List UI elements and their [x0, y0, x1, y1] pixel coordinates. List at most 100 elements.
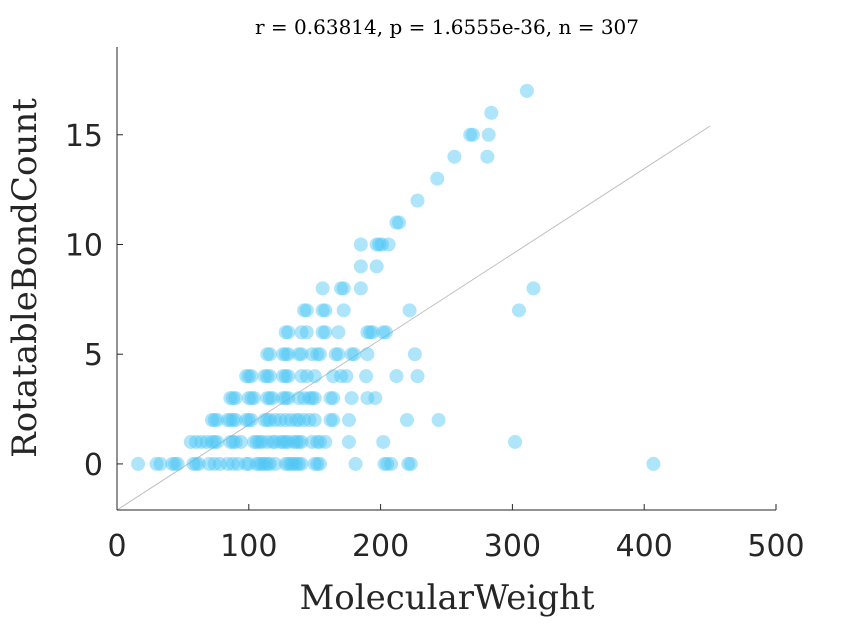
scatter-point — [276, 391, 291, 406]
scatter-point — [202, 456, 217, 471]
scatter-point — [318, 434, 333, 449]
scatter-point — [244, 369, 259, 384]
scatter-point — [310, 347, 325, 362]
x-tick-label: 200 — [352, 529, 409, 564]
scatter-point — [291, 347, 306, 362]
scatter-point — [239, 369, 254, 384]
scatter-point — [281, 391, 296, 406]
scatter-point — [149, 456, 164, 471]
scatter-point — [302, 413, 317, 428]
scatter-point — [407, 347, 422, 362]
scatter-point — [194, 434, 209, 449]
scatter-point — [165, 456, 180, 471]
scatter-point — [223, 391, 238, 406]
scatter-point — [331, 347, 346, 362]
scatter-point — [323, 391, 338, 406]
scatter-point — [299, 303, 314, 318]
scatter-point — [511, 303, 526, 318]
scatter-point — [315, 303, 330, 318]
x-axis-label: MolecularWeight — [299, 578, 594, 618]
scatter-point — [307, 369, 322, 384]
scatter-point — [401, 456, 416, 471]
scatter-point — [244, 391, 259, 406]
scatter-point — [283, 456, 298, 471]
scatter-point — [302, 391, 317, 406]
scatter-point — [369, 259, 384, 274]
y-tick-label: 10 — [65, 228, 103, 263]
scatter-point — [481, 127, 496, 142]
scatter-point — [286, 434, 301, 449]
scatter-point — [254, 434, 269, 449]
scatter-point — [257, 456, 272, 471]
scatter-point — [430, 171, 445, 186]
scatter-point — [289, 413, 304, 428]
scatter-point — [377, 456, 392, 471]
scatter-point — [341, 434, 356, 449]
scatter-point — [204, 413, 219, 428]
scatter-point — [286, 456, 301, 471]
scatter-point — [403, 456, 418, 471]
scatter-point — [260, 391, 275, 406]
scatter-point — [241, 413, 256, 428]
scatter-point — [278, 347, 293, 362]
scatter-point — [239, 456, 254, 471]
scatter-point — [305, 347, 320, 362]
scatter-point — [241, 391, 256, 406]
scatter-point — [310, 456, 325, 471]
scatter-point — [210, 413, 225, 428]
scatter-point — [353, 281, 368, 296]
scatter-point — [278, 369, 293, 384]
scatter-point — [260, 413, 275, 428]
scatter-point — [312, 434, 327, 449]
scatter-point — [326, 413, 341, 428]
scatter-point — [376, 434, 391, 449]
scatter-point — [167, 456, 182, 471]
scatter-point — [344, 391, 359, 406]
y-tick-label: 5 — [84, 338, 103, 373]
scatter-point — [278, 325, 293, 340]
scatter-point — [268, 434, 283, 449]
scatter-point — [305, 391, 320, 406]
scatter-point — [328, 347, 343, 362]
scatter-point — [399, 413, 414, 428]
scatter-point — [131, 456, 146, 471]
scatter-point — [307, 456, 322, 471]
scatter-point — [305, 434, 320, 449]
scatter-point — [334, 369, 349, 384]
scatter-point — [360, 347, 375, 362]
scatter-point — [326, 391, 341, 406]
x-tick-label: 100 — [220, 529, 277, 564]
scatter-point — [353, 237, 368, 252]
scatter-point — [323, 413, 338, 428]
scatter-point — [484, 105, 499, 120]
scatter-point — [225, 434, 240, 449]
scatter-point — [508, 434, 523, 449]
scatter-point — [307, 391, 322, 406]
scatter-point — [344, 347, 359, 362]
scatter-point — [384, 456, 399, 471]
scatter-point — [260, 434, 275, 449]
scatter-point — [262, 456, 277, 471]
scatter-point — [376, 325, 391, 340]
scatter-point — [465, 127, 480, 142]
scatter-point — [312, 456, 327, 471]
x-tick-label: 300 — [484, 529, 541, 564]
scatter-point — [244, 413, 259, 428]
scatter-point — [291, 413, 306, 428]
scatter-point — [268, 413, 283, 428]
scatter-point — [247, 391, 262, 406]
scatter-point — [223, 413, 238, 428]
scatter-point — [239, 413, 254, 428]
scatter-point — [249, 456, 264, 471]
scatter-point — [278, 391, 293, 406]
scatter-point — [294, 456, 309, 471]
scatter-point — [339, 369, 354, 384]
scatter-point — [225, 413, 240, 428]
y-tick-label: 15 — [65, 119, 103, 154]
scatter-point — [410, 193, 425, 208]
scatter-point — [389, 369, 404, 384]
scatter-point — [318, 325, 333, 340]
scatter-point — [225, 391, 240, 406]
scatter-point — [315, 281, 330, 296]
